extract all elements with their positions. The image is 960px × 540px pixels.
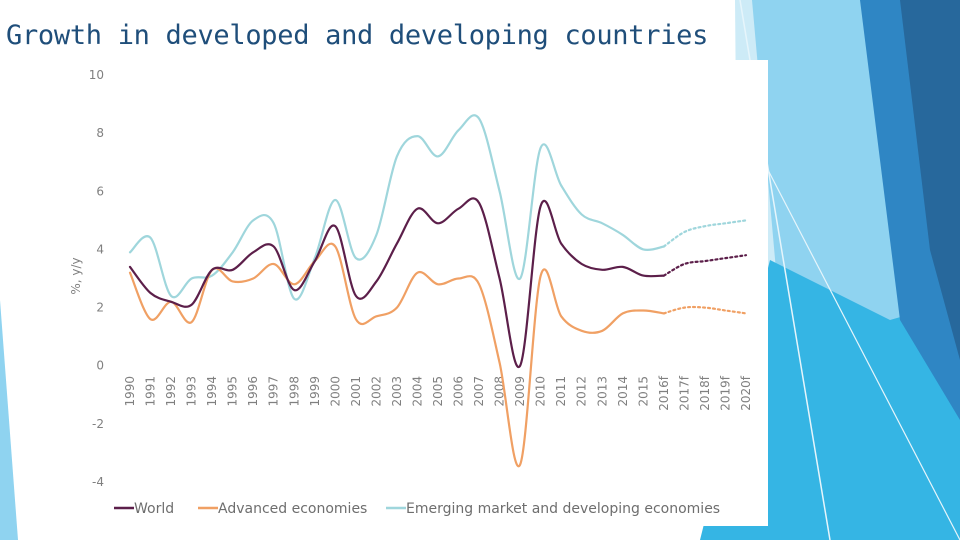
y-tick-label: -4 [92, 475, 104, 489]
x-tick-label: 1992 [164, 376, 178, 407]
x-tick-label: 1999 [308, 376, 322, 407]
x-tick-label: 1998 [287, 376, 301, 407]
x-tick-label: 2017f [677, 375, 691, 411]
legend-label: Emerging market and developing economies [406, 501, 720, 517]
x-tick-label: 2015 [636, 376, 650, 407]
deco-left-sliver [0, 300, 18, 540]
y-tick-label: 2 [96, 301, 104, 315]
series-forecast-advanced-economies [662, 305, 748, 315]
y-tick-label: -2 [92, 417, 104, 431]
x-tick-label: 2018f [698, 375, 712, 411]
legend-label: World [134, 501, 174, 517]
y-axis-ticks: 10 8 6 4 2 0 -2 -4 [89, 68, 104, 489]
series-forecast-world [662, 254, 748, 277]
x-tick-label: 2020f [739, 375, 753, 411]
x-tick-label: 2012 [575, 376, 589, 407]
deco-dark-facet [900, 0, 960, 360]
y-tick-label: 6 [96, 184, 104, 198]
growth-line-chart: 10 8 6 4 2 0 -2 -4 1990 1991 1992 1993 1994 1995 1996… [69, 68, 753, 517]
legend-label: Advanced economies [218, 501, 367, 517]
slide-title: Growth in developed and developing count… [6, 20, 709, 51]
x-tick-label: 2016f [657, 375, 671, 411]
series-line-emerging-market-and-developing-economies [128, 114, 665, 301]
x-tick-label: 2000 [328, 376, 342, 407]
chart-panel: 10 8 6 4 2 0 -2 -4 1990 1991 1992 1993 1994 1995 1996… [56, 60, 768, 526]
x-tick-label: 1994 [205, 376, 219, 407]
x-tick-label: 2004 [410, 376, 424, 407]
x-tick-label: 2001 [349, 376, 363, 407]
x-tick-label: 1990 [123, 376, 137, 407]
x-tick-label: 2006 [452, 376, 466, 407]
x-tick-label: 2019f [718, 375, 732, 411]
x-tick-label: 1997 [267, 376, 281, 407]
y-tick-label: 0 [96, 359, 104, 373]
x-tick-label: 2013 [595, 376, 609, 407]
x-tick-label: 2011 [554, 376, 568, 407]
x-tick-label: 2009 [513, 376, 527, 407]
x-tick-label: 1996 [246, 376, 260, 407]
series-line-world [128, 197, 665, 369]
series-forecast-emerging-market-and-developing-economies [662, 219, 748, 248]
deco-line-2 [767, 169, 960, 540]
x-tick-label: 1995 [226, 376, 240, 407]
x-tick-label: 1991 [144, 376, 158, 407]
x-tick-label: 2005 [431, 376, 445, 407]
y-tick-label: 8 [96, 126, 104, 140]
x-axis-ticks: 1990 1991 1992 1993 1994 1995 1996 1997 1998 1999… [123, 375, 753, 411]
x-tick-label: 2010 [534, 376, 548, 407]
x-tick-label: 2007 [472, 376, 486, 407]
y-tick-label: 4 [96, 242, 104, 256]
x-tick-label: 2002 [369, 376, 383, 407]
chart-legend: World Advanced economies Emerging market a… [114, 501, 720, 517]
series-line-advanced-economies [128, 242, 665, 468]
x-tick-label: 2003 [390, 376, 404, 407]
y-axis-title: %, y/y [69, 257, 83, 294]
x-tick-label: 1993 [185, 376, 199, 407]
series-lines [128, 114, 748, 468]
x-tick-label: 2014 [616, 376, 630, 407]
y-tick-label: 10 [89, 68, 104, 82]
